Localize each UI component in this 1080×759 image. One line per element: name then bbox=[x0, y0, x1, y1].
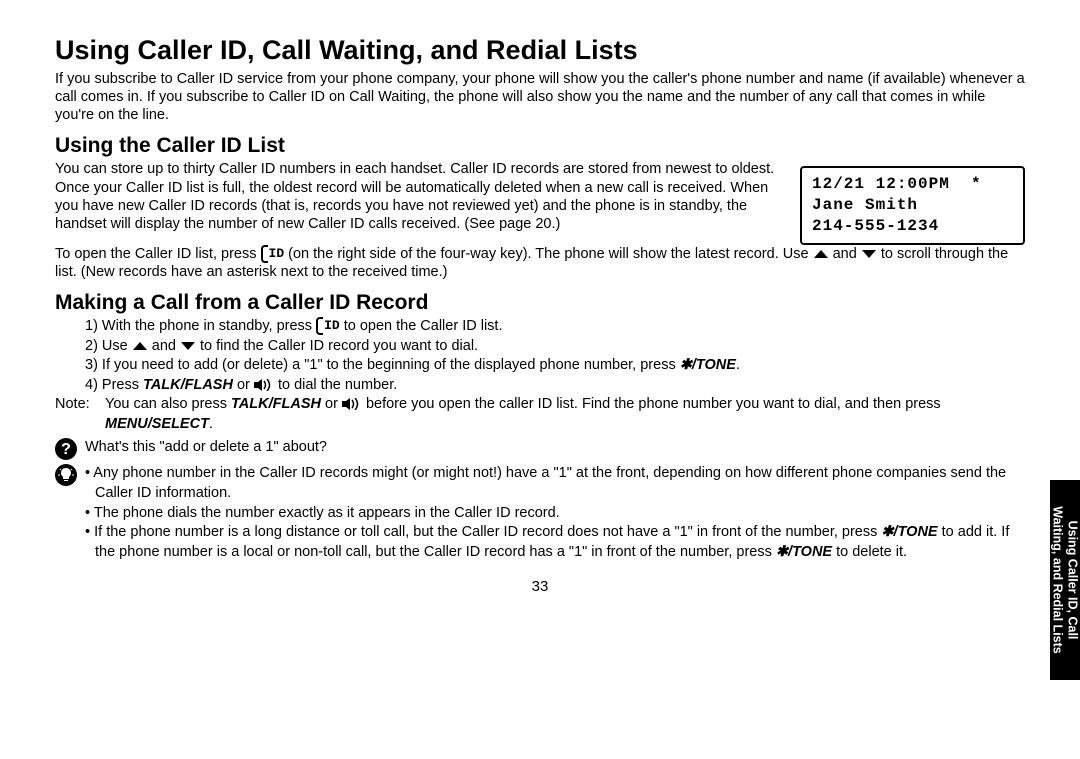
section-heading-caller-id-list: Using the Caller ID List bbox=[55, 134, 1025, 158]
down-arrow-icon bbox=[861, 249, 877, 259]
lcd-line-3: 214-555-1234 bbox=[812, 217, 939, 235]
bullet-3: • If the phone number is a long distance… bbox=[85, 523, 1025, 562]
lcd-display-example: 12/21 12:00PM * Jane Smith 214-555-1234 bbox=[800, 166, 1025, 244]
talk-flash-key-label: TALK/FLASH bbox=[231, 396, 321, 412]
tone-key-label: ✱/TONE bbox=[776, 544, 832, 560]
note-block: Note: You can also press TALK/FLASH or b… bbox=[55, 395, 1025, 434]
bullet-2: • The phone dials the number exactly as … bbox=[85, 504, 1025, 524]
step-3: 3) If you need to add (or delete) a "1" … bbox=[85, 356, 1025, 376]
note-label: Note: bbox=[55, 395, 105, 434]
down-arrow-icon bbox=[180, 341, 196, 351]
caller-id-list-paragraph: You can store up to thirty Caller ID num… bbox=[55, 160, 780, 233]
tone-key-label: ✱/TONE bbox=[680, 357, 736, 373]
side-tab-line-1: Using Caller ID, Call bbox=[1066, 521, 1080, 640]
speaker-icon bbox=[254, 379, 274, 391]
svg-text:?: ? bbox=[61, 441, 71, 458]
step-1: 1) With the phone in standby, press ID t… bbox=[85, 317, 1025, 337]
section-heading-making-call: Making a Call from a Caller ID Record bbox=[55, 291, 1025, 315]
tone-key-label: ✱/TONE bbox=[881, 524, 937, 540]
side-tab-line-2: Waiting, and Redial Lists bbox=[1051, 506, 1065, 653]
id-key-icon: ID bbox=[261, 245, 285, 263]
intro-paragraph: If you subscribe to Caller ID service fr… bbox=[55, 70, 1025, 124]
text-fragment: and bbox=[829, 246, 861, 262]
talk-flash-key-label: TALK/FLASH bbox=[143, 377, 233, 393]
step-2: 2) Use and to find the Caller ID record … bbox=[85, 337, 1025, 357]
speaker-icon bbox=[342, 398, 362, 410]
lightbulb-tip-row: • Any phone number in the Caller ID reco… bbox=[55, 464, 1025, 562]
open-caller-id-paragraph: To open the Caller ID list, press ID (on… bbox=[55, 245, 1025, 281]
question-icon: ? bbox=[55, 438, 77, 460]
up-arrow-icon bbox=[813, 249, 829, 259]
step-4: 4) Press TALK/FLASH or to dial the numbe… bbox=[85, 376, 1025, 396]
text-fragment: To open the Caller ID list, press bbox=[55, 246, 261, 262]
up-arrow-icon bbox=[132, 341, 148, 351]
menu-select-key-label: MENU/SELECT bbox=[105, 416, 209, 432]
question-tip-row: ? What's this "add or delete a 1" about? bbox=[55, 438, 1025, 460]
question-text: What's this "add or delete a 1" about? bbox=[85, 438, 327, 458]
text-fragment: (on the right side of the four-way key).… bbox=[284, 246, 812, 262]
id-key-icon: ID bbox=[316, 317, 340, 335]
page-title: Using Caller ID, Call Waiting, and Redia… bbox=[55, 35, 1025, 66]
side-tab: Using Caller ID, Call Waiting, and Redia… bbox=[1050, 480, 1080, 680]
bullet-1: • Any phone number in the Caller ID reco… bbox=[85, 464, 1025, 503]
page-number: 33 bbox=[55, 578, 1025, 595]
lightbulb-icon bbox=[55, 464, 77, 486]
lcd-line-2: Jane Smith bbox=[812, 196, 918, 214]
lcd-line-1: 12/21 12:00PM * bbox=[812, 175, 982, 193]
